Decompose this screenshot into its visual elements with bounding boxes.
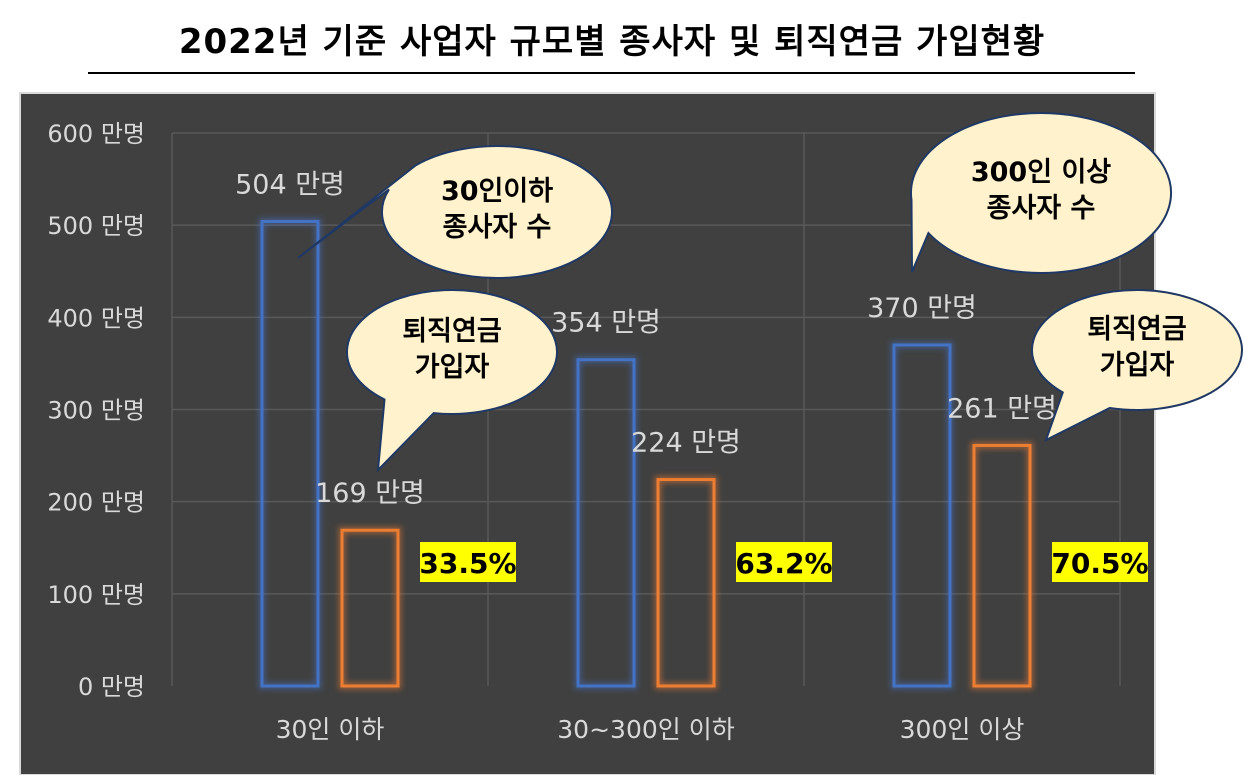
x-tick-label: 300인 이상 <box>900 715 1025 744</box>
bar-employees <box>892 343 952 688</box>
bar-pension-subscribers <box>340 528 400 688</box>
percent-badge: 33.5% <box>419 542 517 582</box>
x-tick-label: 30인 이하 <box>276 715 385 744</box>
bar-pension-subscribers <box>972 443 1032 688</box>
y-tick-label: 0 만명 <box>78 673 145 701</box>
data-label: 169 만명 <box>315 478 425 509</box>
svg-text:퇴직연금: 퇴직연금 <box>1087 314 1186 345</box>
y-tick-label: 600 만명 <box>47 120 145 148</box>
svg-text:가입자: 가입자 <box>415 352 490 383</box>
svg-text:70.5%: 70.5% <box>1051 547 1148 580</box>
svg-text:종사자 수: 종사자 수 <box>987 193 1096 224</box>
y-tick-label: 200 만명 <box>47 489 145 517</box>
bar-pension-subscribers <box>656 478 716 688</box>
title-underline <box>88 72 1135 74</box>
data-label: 261 만명 <box>947 393 1057 424</box>
percent-badge: 70.5% <box>1051 542 1149 582</box>
svg-text:가입자: 가입자 <box>1100 350 1175 381</box>
svg-text:퇴직연금: 퇴직연금 <box>402 316 501 347</box>
bar-employees <box>260 219 320 688</box>
y-tick-label: 100 만명 <box>47 581 145 609</box>
percent-badge: 63.2% <box>735 542 833 582</box>
data-label: 504 만명 <box>235 169 345 200</box>
x-tick-label: 30~300인 이하 <box>557 715 734 744</box>
svg-text:종사자 수: 종사자 수 <box>443 212 552 243</box>
svg-text:33.5%: 33.5% <box>419 547 516 580</box>
svg-text:63.2%: 63.2% <box>735 547 832 580</box>
data-label: 354 만명 <box>551 308 661 339</box>
y-tick-label: 400 만명 <box>47 304 145 332</box>
data-label: 370 만명 <box>867 293 977 324</box>
data-label: 224 만명 <box>631 428 741 459</box>
bar-employees <box>576 358 636 688</box>
chart-title: 2022년 기준 사업자 규모별 종사자 및 퇴직연금 가입현황 <box>178 22 1046 62</box>
y-tick-label: 300 만명 <box>47 397 145 425</box>
y-tick-label: 500 만명 <box>47 212 145 240</box>
svg-text:30인이하: 30인이하 <box>441 176 553 207</box>
svg-text:300인 이상: 300인 이상 <box>971 157 1111 188</box>
